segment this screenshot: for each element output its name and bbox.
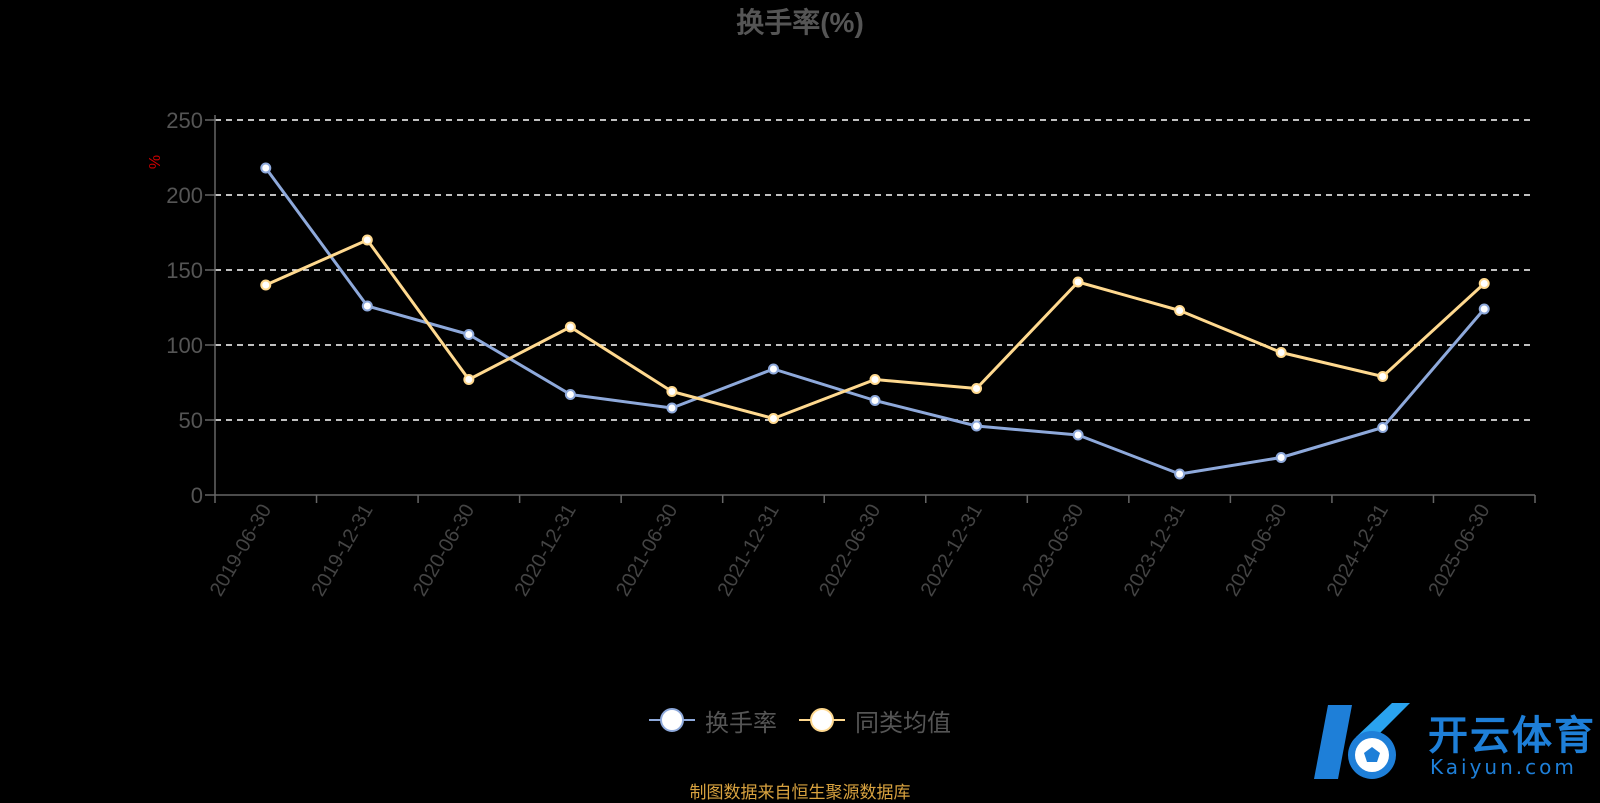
legend-item-turnover[interactable]: 换手率: [649, 703, 777, 738]
y-axis-label: %: [147, 155, 164, 169]
point-series1-2020-06-30: [463, 329, 475, 340]
series-line-1: [264, 167, 1486, 476]
legend-label-turnover: 换手率: [705, 708, 777, 737]
series-lines: [264, 167, 1486, 476]
legend-marker-peer-average: [799, 708, 845, 732]
logo-subtext: Kaiyun.com: [1430, 755, 1577, 779]
tick-labels: 0 50 100 150 200 250 2019-06-30 2019-12-31 2020-…: [166, 108, 1494, 600]
data-points: [260, 162, 1490, 480]
y-tick-label-100: 100: [166, 333, 203, 358]
point-series2-2020-12-31: [564, 321, 576, 333]
data-source-note: 制图数据来自恒生聚源数据库: [689, 783, 911, 803]
kaiyun-logo: 开云体育 Kaiyun.com: [1310, 697, 1595, 792]
legend: 换手率 同类均值: [0, 700, 1600, 740]
y-tick-label-50: 50: [179, 408, 203, 433]
axes: [205, 115, 1536, 503]
point-series1-2022-06-30: [869, 395, 881, 406]
x-tick-label-2020-12-31: 2020-12-31: [511, 501, 581, 601]
logo-text: 开云体育: [1428, 713, 1596, 759]
point-series1-2021-12-31: [767, 363, 779, 375]
y-tick-label-250: 250: [166, 108, 203, 133]
point-series2-2021-12-31: [767, 413, 779, 424]
point-series2-2024-12-31: [1377, 371, 1389, 382]
chart-title: 换手率(%): [736, 6, 864, 38]
y-tick-label-150: 150: [166, 258, 203, 283]
point-series2-2019-12-31: [361, 234, 373, 246]
point-series1-2023-06-30: [1072, 429, 1084, 441]
point-series2-2024-06-30: [1275, 347, 1287, 358]
x-tick-label-2023-06-30: 2023-06-30: [1018, 501, 1088, 601]
point-series2-2022-06-30: [869, 374, 881, 385]
y-tick-label-0: 0: [191, 483, 203, 508]
x-tick-label-2021-06-30: 2021-06-30: [612, 501, 682, 601]
point-series2-2023-12-31: [1174, 305, 1186, 316]
x-tick-label-2019-06-30: 2019-06-30: [206, 501, 276, 601]
point-series1-2019-06-30: [260, 162, 272, 174]
y-tick-label-200: 200: [166, 183, 203, 208]
point-series2-2025-06-30: [1478, 278, 1490, 289]
grid-lines: [215, 119, 1535, 421]
point-series1-2025-06-30: [1478, 303, 1490, 315]
point-series2-2021-06-30: [666, 386, 678, 397]
k-ball-icon: [1314, 703, 1410, 779]
x-tick-label-2021-12-31: 2021-12-31: [714, 501, 784, 601]
point-series1-2023-12-31: [1174, 468, 1186, 480]
legend-item-peer-average[interactable]: 同类均值: [799, 703, 951, 738]
x-tick-label-2022-12-31: 2022-12-31: [917, 501, 987, 601]
x-tick-label-2024-12-31: 2024-12-31: [1323, 501, 1393, 601]
x-tick-label-2024-06-30: 2024-06-30: [1221, 501, 1291, 601]
point-series2-2022-12-31: [971, 383, 983, 394]
point-series1-2024-06-30: [1275, 452, 1287, 463]
legend-label-peer-average: 同类均值: [855, 708, 951, 737]
x-tick-label-2019-12-31: 2019-12-31: [307, 501, 377, 601]
point-series2-2019-06-30: [260, 279, 272, 291]
point-series1-2020-12-31: [564, 389, 576, 400]
point-series1-2021-06-30: [666, 402, 678, 414]
point-series1-2019-12-31: [361, 300, 373, 312]
point-series1-2024-12-31: [1377, 422, 1389, 433]
x-tick-label-2020-06-30: 2020-06-30: [409, 501, 479, 601]
point-series2-2020-06-30: [463, 374, 475, 385]
point-series1-2022-12-31: [971, 420, 983, 432]
x-tick-label-2022-06-30: 2022-06-30: [815, 501, 885, 601]
x-tick-label-2025-06-30: 2025-06-30: [1424, 501, 1494, 601]
point-series2-2023-06-30: [1072, 276, 1084, 288]
legend-marker-turnover: [649, 708, 695, 732]
x-tick-label-2023-12-31: 2023-12-31: [1120, 501, 1190, 601]
